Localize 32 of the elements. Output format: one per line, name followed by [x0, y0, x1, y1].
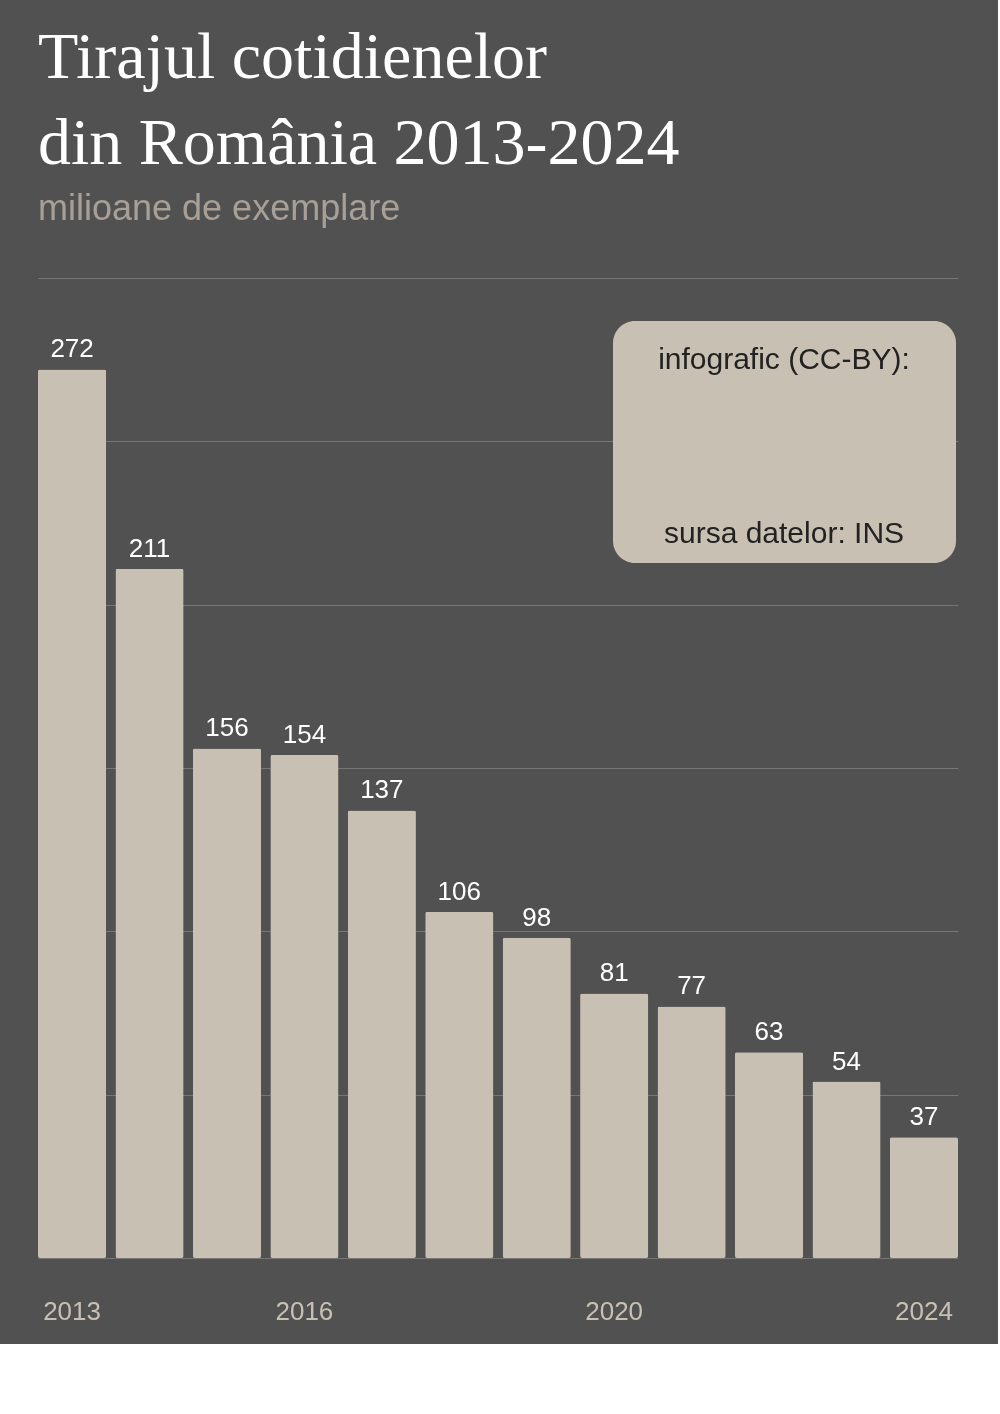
bar	[580, 993, 649, 1258]
bar	[502, 937, 571, 1258]
bar	[192, 748, 262, 1258]
data-label: 63	[754, 1016, 784, 1047]
data-label: 137	[360, 774, 404, 805]
bar	[812, 1081, 881, 1258]
data-label: 37	[909, 1101, 939, 1132]
data-label: 77	[677, 970, 707, 1001]
bar	[347, 810, 416, 1258]
data-label: 211	[128, 532, 171, 563]
x-tick-label: 2020	[585, 1295, 644, 1326]
chart-subtitle: milioane de exemplare	[38, 187, 401, 228]
x-tick-label: 2024	[895, 1295, 953, 1326]
bar	[734, 1052, 804, 1258]
data-label: 81	[599, 957, 629, 988]
bar	[115, 568, 184, 1258]
data-label: 156	[205, 712, 249, 743]
data-label: 54	[832, 1045, 861, 1076]
bar	[889, 1137, 958, 1258]
data-label: 106	[437, 875, 481, 906]
bar	[270, 754, 339, 1258]
x-tick-label: 2013	[43, 1295, 101, 1326]
bar	[657, 1006, 726, 1258]
data-label: 154	[282, 718, 327, 749]
annotation: infografic (CC-BY):	[658, 342, 910, 375]
chart-title: Tirajul cotidienelor din România 2013-2024	[38, 19, 680, 178]
annotation: sursa datelor: INS	[663, 516, 905, 549]
data-label: 98	[522, 901, 552, 932]
x-tick-label: 2016	[275, 1295, 334, 1326]
bar	[38, 369, 107, 1258]
data-label: 272	[50, 333, 94, 364]
bar	[425, 911, 494, 1258]
